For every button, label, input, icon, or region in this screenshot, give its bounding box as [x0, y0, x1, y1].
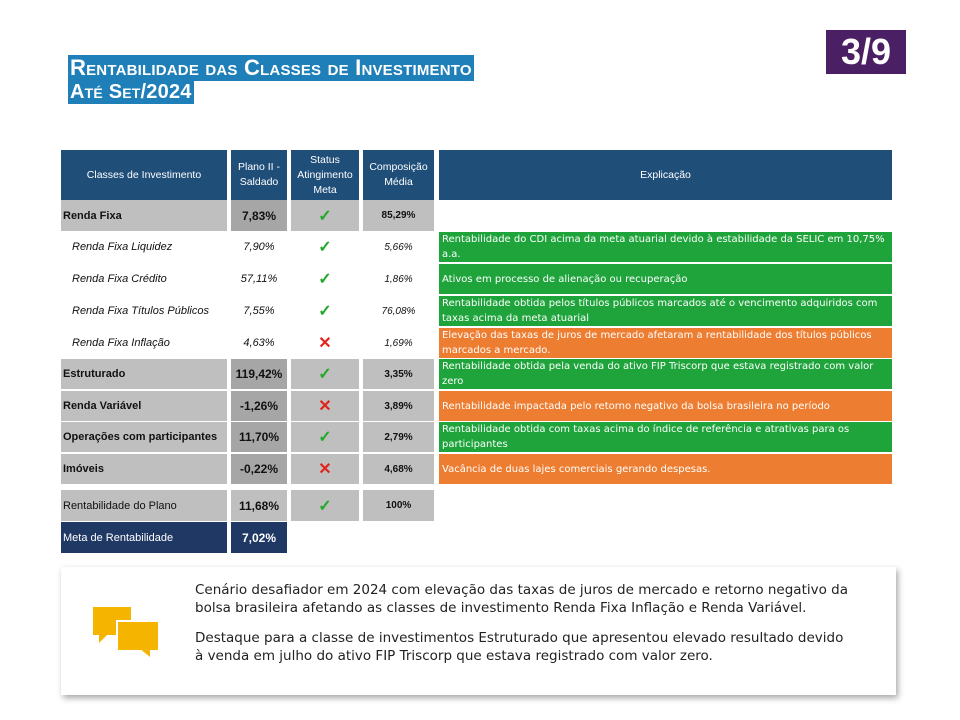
cross-icon: ✕ [291, 454, 359, 484]
row-plan-value: -1,26% [231, 391, 287, 421]
row-explanation: Rentabilidade obtida pelos títulos públi… [439, 296, 892, 326]
row-plan-value: 7,83% [231, 200, 287, 231]
row-explanation: Rentabilidade obtida pela venda do ativo… [439, 359, 892, 389]
row-plan-value: 11,70% [231, 422, 287, 452]
row-class-name: Renda Fixa Títulos Públicos [72, 305, 209, 317]
cross-icon: ✕ [291, 391, 359, 421]
total-composition: 100% [363, 490, 434, 521]
total-value: 11,68% [231, 490, 287, 521]
page-title: Rentabilidade das Classes de Investiment… [68, 55, 474, 104]
check-icon: ✓ [291, 422, 359, 452]
row-plan-value: 57,11% [240, 273, 278, 285]
check-icon: ✓ [291, 490, 359, 521]
row-composition: 76,08% [381, 305, 416, 317]
check-icon: ✓ [318, 239, 332, 256]
row-explanation: Vacância de duas lajes comerciais gerand… [439, 454, 892, 484]
row-explanation: Ativos em processo de alienação ou recup… [439, 264, 892, 294]
row-class-name: Imóveis [61, 454, 227, 484]
meta-label: Meta de Rentabilidade [61, 522, 227, 553]
note-paragraph-1: Cenário desafiador em 2024 com elevação … [195, 582, 849, 616]
header-explicacao: Explicação [439, 150, 892, 200]
header-classes: Classes de Investimento [61, 150, 227, 200]
row-class-name: Renda Fixa Inflação [72, 337, 170, 349]
row-plan-value: -0,22% [231, 454, 287, 484]
row-class-name: Estruturado [61, 359, 227, 389]
row-composition: 1,86% [384, 273, 413, 285]
check-icon: ✓ [318, 271, 332, 288]
row-class-name: Renda Fixa [61, 200, 227, 231]
note-paragraph-2: Destaque para a classe de investimentos … [195, 630, 844, 664]
row-explanation: Rentabilidade obtida com taxas acima do … [439, 422, 892, 452]
row-class-name: Renda Fixa Crédito [72, 273, 167, 285]
title-line-2: Até Set/2024 [68, 81, 194, 104]
row-composition: 3,89% [363, 391, 434, 421]
row-composition: 5,66% [384, 241, 413, 253]
speech-bubbles-icon [93, 607, 160, 661]
row-composition: 1,69% [384, 337, 413, 349]
header-status: Status Atingimento Meta [291, 150, 359, 200]
row-class-name: Operações com participantes [61, 422, 227, 452]
page-number-badge: 3/9 [826, 30, 906, 74]
row-composition: 4,68% [363, 454, 434, 484]
row-plan-value: 7,55% [243, 305, 275, 317]
row-composition: 3,35% [363, 359, 434, 389]
row-plan-value: 4,63% [243, 337, 275, 349]
cross-icon: ✕ [318, 335, 332, 352]
meta-value: 7,02% [231, 522, 287, 553]
title-line-1: Rentabilidade das Classes de Investiment… [68, 55, 474, 81]
summary-note: Cenário desafiador em 2024 com elevação … [61, 567, 896, 695]
header-plano: Plano II - Saldado [231, 150, 287, 200]
row-explanation: Elevação das taxas de juros de mercado a… [439, 328, 892, 358]
row-explanation: Rentabilidade impactada pelo retorno neg… [439, 391, 892, 421]
row-explanation: Rentabilidade do CDI acima da meta atuar… [439, 232, 892, 262]
total-label: Rentabilidade do Plano [61, 490, 227, 521]
header-composicao: Composição Média [363, 150, 434, 200]
row-plan-value: 7,90% [243, 241, 275, 253]
row-plan-value: 119,42% [231, 359, 287, 389]
check-icon: ✓ [291, 359, 359, 389]
row-class-name: Renda Fixa Liquidez [72, 241, 173, 253]
row-composition: 85,29% [363, 200, 434, 231]
row-composition: 2,79% [363, 422, 434, 452]
row-class-name: Renda Variável [61, 391, 227, 421]
check-icon: ✓ [291, 200, 359, 231]
check-icon: ✓ [318, 303, 332, 320]
